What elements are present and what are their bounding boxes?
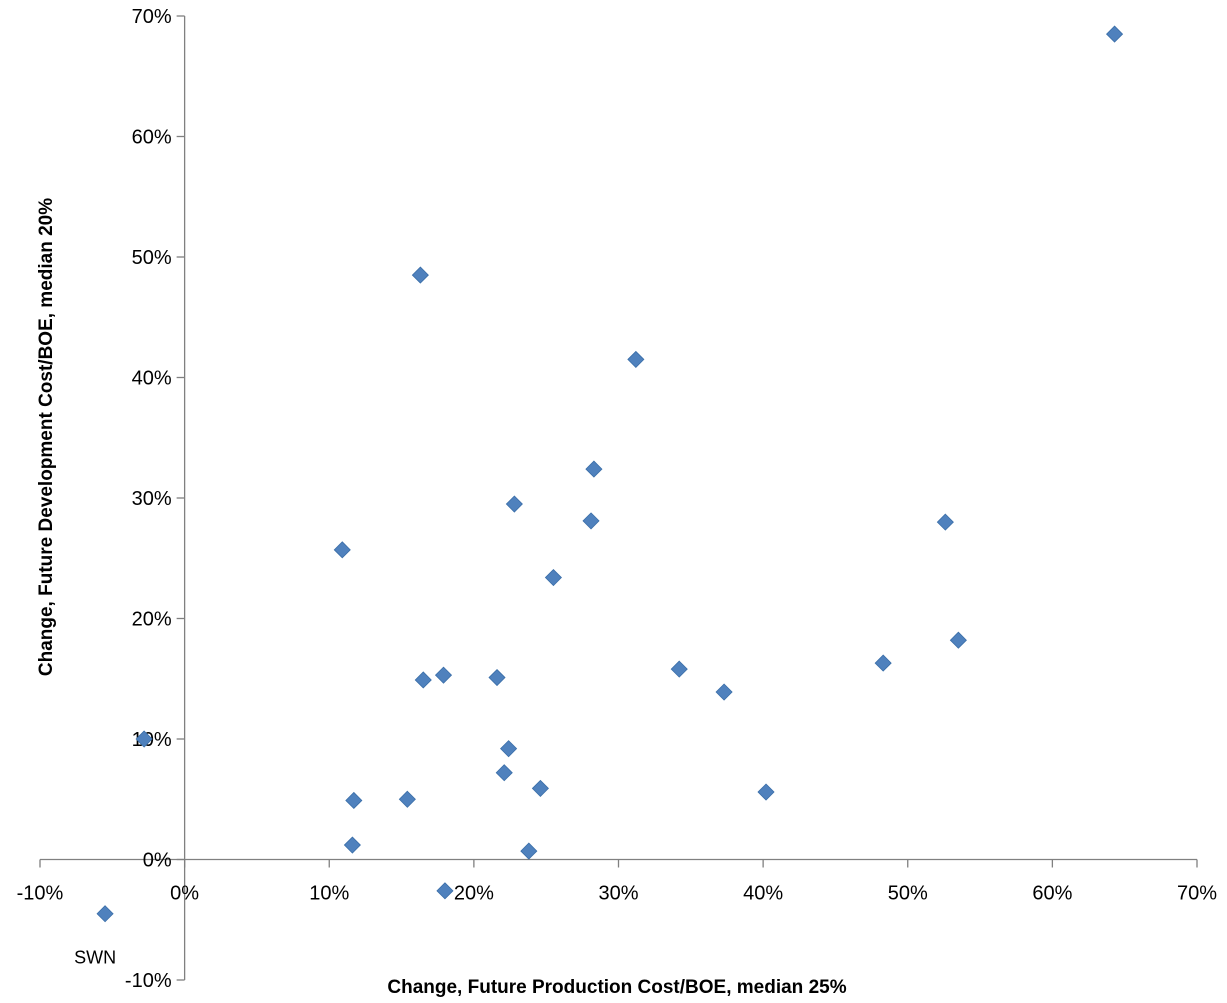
y-tick-label: 70%: [132, 6, 172, 28]
data-point: [333, 541, 351, 559]
data-points-layer: SWN: [74, 25, 1124, 968]
data-point: [757, 783, 775, 801]
y-axis-title: Change, Future Development Cost/BOE, med…: [36, 198, 57, 676]
data-point: [936, 513, 954, 531]
y-tick-label: 0%: [143, 850, 172, 872]
data-point: [585, 460, 603, 478]
data-point: [411, 266, 429, 284]
x-tick-label: 10%: [309, 883, 349, 905]
x-tick-label: -10%: [17, 883, 64, 905]
data-point: [627, 350, 645, 368]
data-point: [343, 836, 361, 854]
x-tick-label: 70%: [1177, 883, 1217, 905]
data-point: [500, 740, 518, 758]
y-tick-label: -10%: [125, 970, 172, 992]
x-axis-title: Change, Future Production Cost/BOE, medi…: [387, 977, 846, 998]
data-point: [434, 666, 453, 684]
data-point: [505, 495, 523, 513]
x-tick-label: 20%: [454, 883, 494, 905]
data-point: [436, 882, 454, 900]
y-tick-label: 20%: [132, 609, 172, 631]
data-point: [520, 842, 538, 860]
data-point: [531, 779, 549, 797]
y-tick-label: 50%: [132, 247, 172, 269]
x-tick-label: 40%: [743, 883, 783, 905]
x-tick-label: 50%: [888, 883, 928, 905]
data-point: [582, 512, 600, 530]
data-point: [414, 671, 432, 689]
data-point: [488, 668, 506, 687]
x-tick-label: 0%: [170, 883, 199, 905]
y-tick-label: 30%: [132, 488, 172, 510]
axes-layer: -10%0%10%20%30%40%50%60%70%-10%0%10%20%3…: [17, 6, 1218, 992]
data-point: [345, 791, 363, 810]
data-point: [874, 654, 892, 672]
data-point: [135, 730, 153, 748]
y-tick-label: 60%: [132, 127, 172, 149]
data-point: [398, 790, 416, 808]
data-point: [715, 683, 733, 701]
x-tick-label: 30%: [598, 883, 638, 905]
data-point: [670, 660, 688, 678]
data-point-label: SWN: [74, 948, 116, 968]
data-point: [495, 764, 513, 782]
data-point: [1105, 25, 1124, 43]
x-tick-label: 60%: [1032, 883, 1072, 905]
y-tick-label: 40%: [132, 368, 172, 390]
data-point: [96, 905, 114, 923]
data-point: [949, 631, 967, 649]
data-point: [544, 568, 562, 587]
